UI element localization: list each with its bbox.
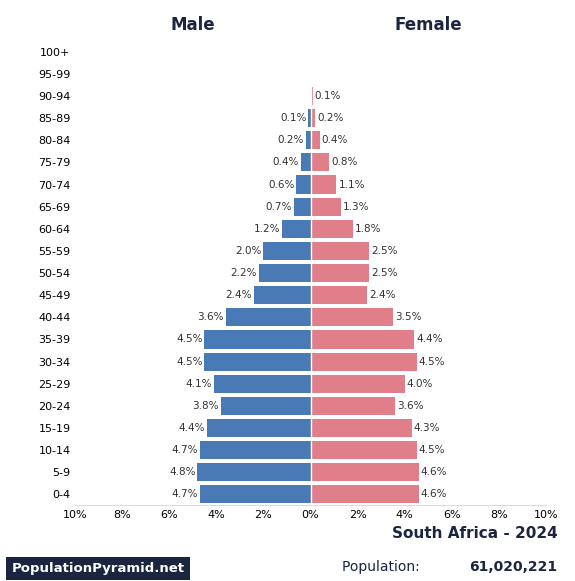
Text: 2.4%: 2.4%	[225, 290, 252, 300]
Text: 4.4%: 4.4%	[416, 335, 443, 345]
Text: 4.7%: 4.7%	[171, 445, 198, 455]
Bar	[263, 242, 311, 260]
Bar	[306, 131, 311, 149]
Bar	[310, 131, 320, 149]
Bar	[254, 286, 310, 304]
Text: South Africa - 2024: South Africa - 2024	[392, 526, 558, 541]
Text: 0.1%: 0.1%	[315, 91, 341, 101]
Text: Population:: Population:	[342, 560, 424, 574]
Text: 2.0%: 2.0%	[235, 246, 262, 256]
Bar	[310, 87, 313, 105]
Text: 3.5%: 3.5%	[395, 313, 421, 322]
Bar	[310, 441, 416, 459]
Text: Female: Female	[394, 16, 462, 34]
Text: 0.1%: 0.1%	[280, 113, 306, 123]
Text: 4.3%: 4.3%	[414, 423, 440, 433]
Text: 0.2%: 0.2%	[317, 113, 343, 123]
Bar	[296, 175, 310, 193]
Text: 0.6%: 0.6%	[268, 180, 294, 189]
Bar	[310, 419, 412, 437]
Text: 3.6%: 3.6%	[197, 313, 224, 322]
Bar	[294, 198, 310, 216]
Text: 4.6%: 4.6%	[421, 489, 447, 500]
Text: 0.2%: 0.2%	[278, 135, 304, 145]
Bar	[308, 109, 311, 127]
Text: 0.4%: 0.4%	[322, 135, 348, 145]
Bar	[310, 153, 329, 171]
Text: 4.6%: 4.6%	[421, 467, 447, 477]
Bar	[282, 220, 310, 238]
Text: 1.3%: 1.3%	[343, 202, 370, 211]
Bar	[200, 441, 310, 459]
Text: 4.7%: 4.7%	[171, 489, 198, 500]
Text: 1.8%: 1.8%	[355, 224, 381, 234]
Text: 3.8%: 3.8%	[193, 401, 219, 411]
Bar	[207, 419, 310, 437]
Bar	[310, 198, 341, 216]
Text: 0.8%: 0.8%	[331, 157, 358, 167]
Bar	[310, 109, 315, 127]
Text: 4.5%: 4.5%	[176, 357, 202, 367]
Text: 1.2%: 1.2%	[254, 224, 281, 234]
Bar	[205, 353, 310, 371]
Bar	[310, 397, 396, 415]
Bar	[310, 220, 353, 238]
Bar	[310, 353, 416, 371]
Bar	[310, 309, 393, 327]
Text: 1.1%: 1.1%	[338, 180, 365, 189]
Text: PopulationPyramid.net: PopulationPyramid.net	[12, 562, 185, 575]
Text: 4.5%: 4.5%	[419, 357, 445, 367]
Bar	[225, 309, 310, 327]
Text: 4.5%: 4.5%	[419, 445, 445, 455]
Bar	[197, 463, 310, 481]
Bar	[310, 331, 414, 349]
Text: 0.7%: 0.7%	[266, 202, 292, 211]
Bar	[310, 264, 370, 282]
Bar	[200, 485, 310, 504]
Text: 3.6%: 3.6%	[397, 401, 424, 411]
Text: 2.2%: 2.2%	[230, 268, 257, 278]
Text: 4.0%: 4.0%	[407, 379, 433, 389]
Bar	[301, 153, 310, 171]
Bar	[310, 175, 336, 193]
Bar	[310, 375, 405, 393]
Bar	[310, 485, 419, 504]
Text: 2.5%: 2.5%	[371, 246, 398, 256]
Bar	[310, 286, 367, 304]
Text: 4.5%: 4.5%	[176, 335, 202, 345]
Bar	[310, 463, 419, 481]
Text: 0.4%: 0.4%	[273, 157, 299, 167]
Bar	[310, 242, 370, 260]
Bar	[214, 375, 310, 393]
Text: 4.4%: 4.4%	[178, 423, 205, 433]
Text: 2.4%: 2.4%	[369, 290, 396, 300]
Bar	[221, 397, 310, 415]
Text: 61,020,221: 61,020,221	[470, 560, 558, 574]
Text: 4.8%: 4.8%	[169, 467, 196, 477]
Text: 2.5%: 2.5%	[371, 268, 398, 278]
Text: 4.1%: 4.1%	[186, 379, 212, 389]
Bar	[205, 331, 310, 349]
Bar	[259, 264, 310, 282]
Text: Male: Male	[170, 16, 215, 34]
